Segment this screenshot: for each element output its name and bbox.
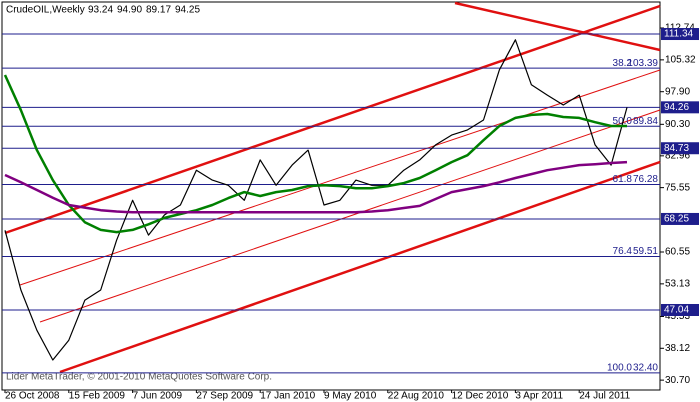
fib-price: 32.40	[633, 362, 658, 373]
high-value: 94.90	[117, 5, 142, 16]
x-tick-label: 15 Feb 2009	[69, 391, 126, 402]
trendlines	[4, 1, 661, 374]
trendline	[59, 160, 661, 374]
y-tick-label: 82.96	[665, 150, 690, 161]
fib-ratio: 61.8	[613, 174, 633, 185]
fib-price: 59.51	[633, 246, 658, 257]
x-tick-label: 24 Jul 2011	[579, 391, 630, 402]
moving-average	[4, 160, 628, 214]
x-tick-label: 17 Jan 2010	[260, 391, 315, 402]
y-tick-label: 53.13	[665, 278, 690, 289]
x-tick-label: 27 Sep 2009	[196, 391, 253, 402]
footer-credit: Lider MetaTrader, © 2001-2010 MetaQuotes…	[6, 372, 272, 383]
level-box	[661, 101, 699, 114]
level-box	[661, 142, 699, 155]
y-tick-label: 105.32	[665, 54, 696, 65]
symbol-title: CrudeOIL,Weekly	[6, 5, 85, 16]
trendline	[39, 109, 661, 323]
level-label: 111.34	[664, 29, 694, 40]
trendline	[4, 4, 661, 235]
fib-ratio: 38.2	[613, 58, 633, 69]
x-tick-label: 3 Apr 2011	[515, 391, 563, 402]
x-tick-label: 12 Dec 2010	[452, 391, 509, 402]
y-tick-label: 97.90	[665, 86, 690, 97]
fib-price: 103.39	[627, 58, 658, 69]
fib-price: 76.28	[633, 174, 658, 185]
level-label: 68.25	[664, 214, 689, 225]
y-tick-label: 38.12	[665, 343, 690, 354]
x-tick-label: 9 May 2010	[324, 391, 377, 402]
fib-ratio: 50.0	[613, 116, 633, 127]
price-line	[4, 39, 628, 361]
x-tick-label: 7 Jun 2009	[133, 391, 183, 402]
x-tick-label: 26 Oct 2008	[5, 391, 60, 402]
trendline	[454, 1, 661, 52]
y-tick-label: 60.55	[665, 247, 690, 258]
y-tick-label: 30.70	[665, 375, 690, 386]
y-tick-label: 90.30	[665, 119, 690, 130]
level-label: 94.26	[664, 102, 689, 113]
level-label: 84.73	[664, 143, 689, 154]
open-value: 93.24	[88, 5, 113, 16]
y-tick-label: 75.55	[665, 182, 690, 193]
level-label: 47.04	[664, 305, 689, 316]
level-box	[661, 212, 699, 225]
trendline	[19, 69, 661, 286]
level-box	[661, 303, 699, 316]
close-value: 94.25	[175, 5, 200, 16]
fib-ratio: 100.0	[607, 362, 632, 373]
low-value: 89.17	[146, 5, 171, 16]
level-box	[661, 28, 699, 41]
fib-ratio: 76.4	[613, 246, 633, 257]
y-tick-label: 45.53	[665, 311, 690, 322]
moving-average	[3, 74, 627, 234]
x-tick-label: 22 Aug 2010	[388, 391, 445, 402]
fib-price: 89.84	[633, 116, 658, 127]
